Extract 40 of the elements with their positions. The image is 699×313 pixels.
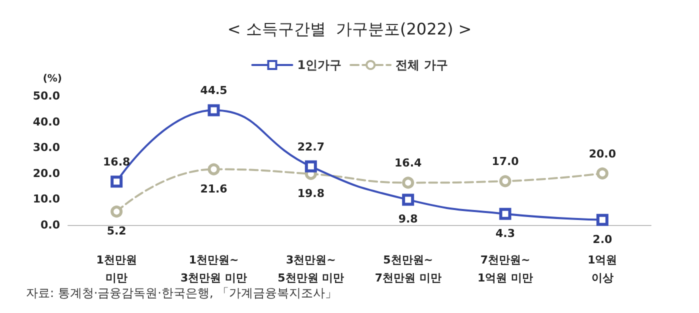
y-tick-label: 20.0 [32, 166, 60, 180]
y-tick-label: 30.0 [32, 141, 60, 154]
point [596, 167, 608, 180]
x-tick-label: 3천만원~ 5천만원 미만 [278, 254, 344, 284]
legend-label: 1인가구 [297, 58, 342, 72]
point [304, 160, 317, 172]
data-label: 17.0 [492, 155, 520, 168]
data-label: 2.0 [592, 232, 612, 246]
x-tick-label: 7천만원~ 1억원 미만 [478, 254, 533, 284]
point [499, 208, 512, 220]
chart-title: < 소득구간별 가구분포(2022) > [227, 20, 472, 38]
text: 자료: 통계청·금융감독원·한국은행, 「가계금융복지조사」 [26, 286, 338, 300]
point [402, 176, 414, 189]
data-label: 44.5 [200, 84, 228, 98]
data-label: 21.6 [200, 182, 228, 196]
point [110, 176, 123, 188]
point [402, 194, 414, 206]
y-tick-label: 0.0 [40, 218, 60, 232]
point [499, 175, 512, 188]
data-label: 9.8 [398, 212, 418, 226]
point [596, 214, 608, 226]
data-label: 4.3 [496, 226, 515, 240]
x-tick-label: 1억원 이상 [588, 254, 618, 284]
y-tick-label: 10.0 [32, 192, 60, 206]
data-label: 22.7 [297, 140, 324, 154]
data-label: 5.2 [106, 224, 126, 238]
y-tick-label: 50.0 [32, 90, 60, 102]
data-label: 20.0 [588, 147, 616, 160]
y-axis-title: (%) [42, 74, 62, 84]
point [110, 206, 123, 218]
point [208, 104, 220, 116]
x-tick-label: 5천만원~ 7천만원 미만 [374, 254, 442, 284]
point [208, 163, 220, 176]
data-label: 16.4 [394, 156, 422, 170]
legend-label: 전체 가구 [396, 58, 448, 72]
x-tick-label: 1천만원 미만 [96, 254, 137, 284]
x-tick-label: 1천만원~ 3천만원 미만 [180, 254, 247, 284]
data-label: 19.8 [297, 186, 324, 200]
y-tick-label: 40.0 [32, 115, 60, 128]
data-label: 16.8 [103, 156, 130, 169]
